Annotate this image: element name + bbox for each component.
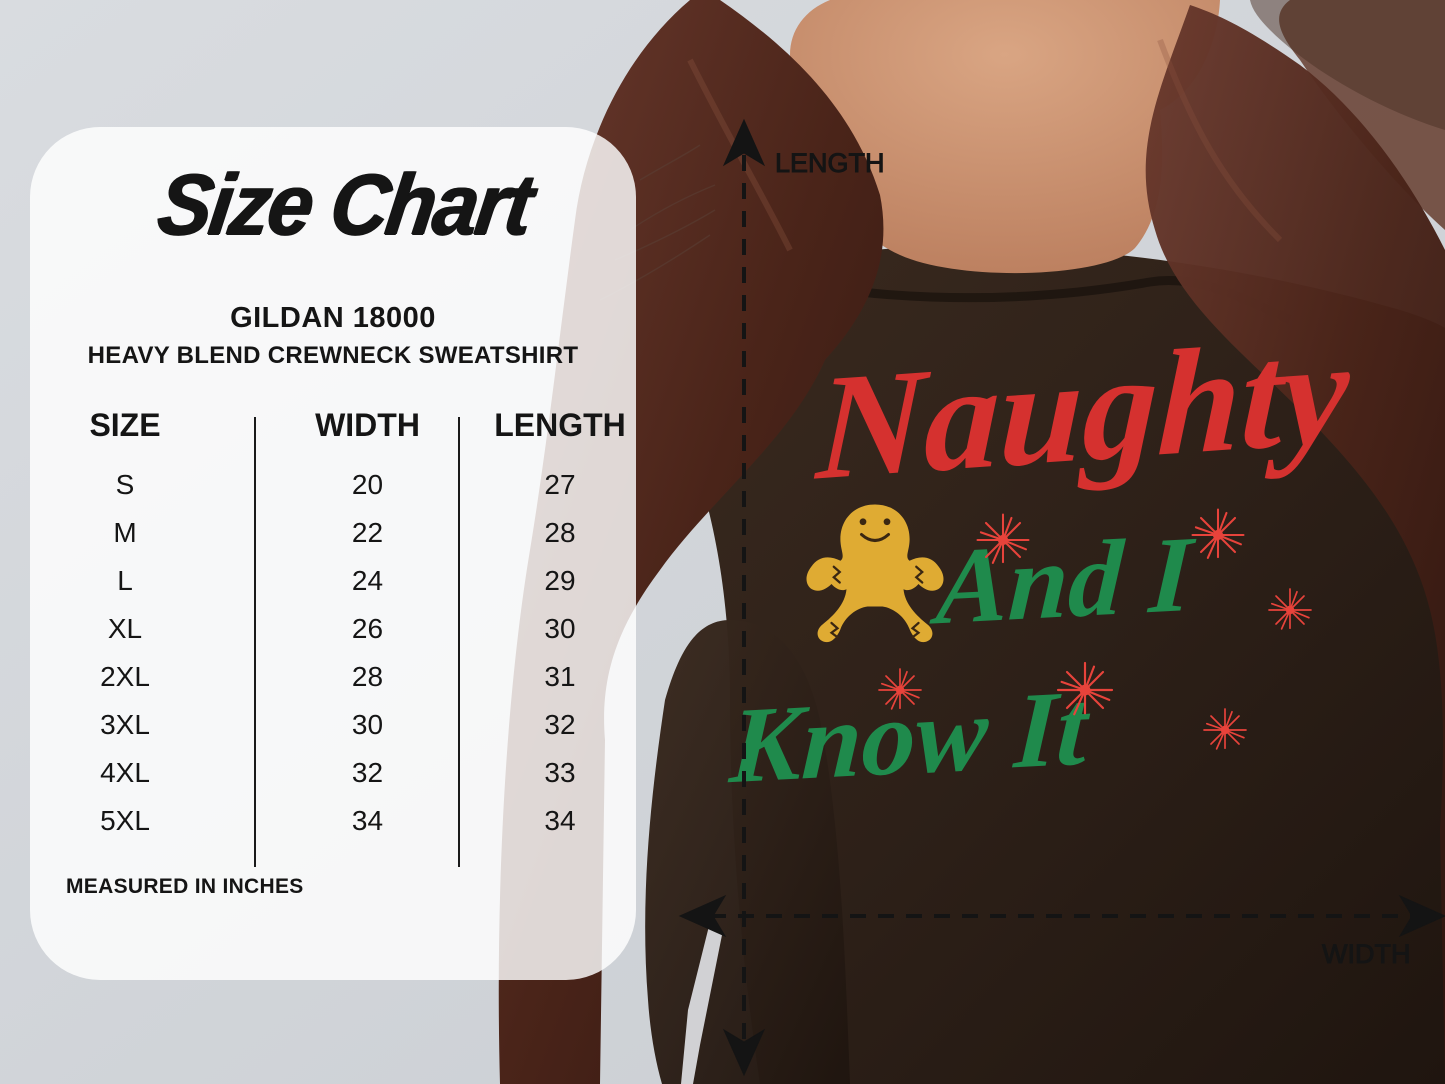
svg-text:WIDTH: WIDTH — [1322, 939, 1410, 969]
svg-text:And I: And I — [928, 515, 1199, 648]
svg-text:LENGTH: LENGTH — [775, 148, 885, 178]
svg-text:Know It: Know It — [726, 668, 1093, 806]
